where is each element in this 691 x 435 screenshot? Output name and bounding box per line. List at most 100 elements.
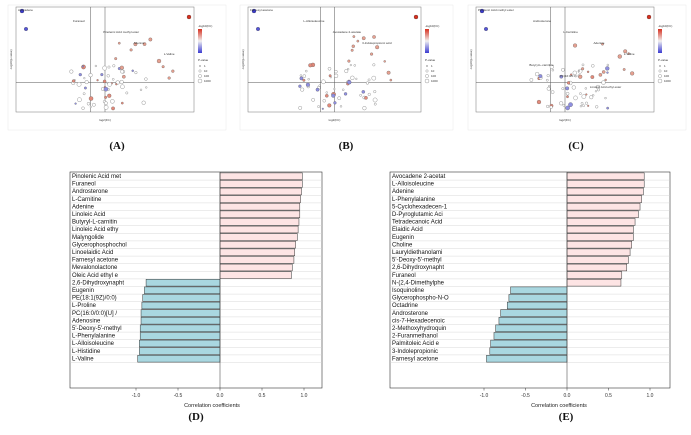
volcano-point <box>327 67 332 71</box>
volcano-point <box>321 79 326 85</box>
volcano-point <box>82 92 86 96</box>
volcano-point <box>325 91 328 94</box>
correlation-bar <box>142 294 221 302</box>
category-label: L-Alloisoleucine <box>392 182 435 188</box>
correlation-bar <box>566 225 634 234</box>
volcano-point <box>347 80 352 85</box>
volcano-frame <box>7 4 227 131</box>
volcano-point <box>352 35 356 38</box>
volcano-point <box>144 77 148 81</box>
volcano-point <box>305 82 310 87</box>
correlation-bar <box>140 317 221 325</box>
volcano-point <box>386 70 391 75</box>
size-legend-marker <box>658 74 662 78</box>
x-axis-label: log2(FC) <box>329 118 341 122</box>
y-axis-label: -log10(p-value) <box>241 49 245 69</box>
x-tick-label: -1.0 <box>132 393 141 399</box>
volcano-point <box>86 102 91 106</box>
volcano-point <box>570 73 573 76</box>
category-label: D-Pyroglutamic Aci <box>392 212 443 218</box>
correlation-bar <box>495 324 568 332</box>
volcano-point <box>581 63 585 67</box>
volcano-point <box>89 105 92 108</box>
x-tick-label: -0.5 <box>174 393 183 399</box>
color-legend-title: -log10(FC) <box>658 24 672 28</box>
correlation-bar <box>219 210 301 218</box>
volcano-point <box>559 101 564 106</box>
volcano-point-label: Adenine <box>133 41 144 45</box>
volcano-plot-a: Avocadene Furaneol Pinolenic Acid methyl e… <box>7 4 227 131</box>
volcano-point <box>598 73 603 77</box>
x-axis-label: Correlation coefficients <box>184 403 240 409</box>
volcano-point <box>565 86 570 91</box>
size-legend-title: P-value <box>658 58 669 62</box>
correlation-bar <box>219 180 303 188</box>
volcano-point-label: Farnesyl acetone <box>250 8 273 12</box>
volcano-point <box>595 105 599 109</box>
volcano-point <box>119 80 124 85</box>
correlation-bar <box>219 271 292 279</box>
volcano-point <box>582 104 585 107</box>
correlation-bar <box>219 263 293 272</box>
correlation-bar <box>219 172 303 180</box>
correlation-bar <box>219 233 298 241</box>
volcano-point <box>110 99 115 104</box>
category-label: L-Phenylalanine <box>392 197 436 203</box>
volcano-point <box>112 78 115 81</box>
x-tick-label: 0.5 <box>259 393 266 399</box>
volcano-point <box>302 78 306 82</box>
volcano-point <box>375 45 380 50</box>
category-label: Furaneol <box>392 273 416 279</box>
category-label: Palmitoleic Acid e <box>392 341 440 347</box>
y-axis-label: -log10(p-value) <box>469 49 473 69</box>
volcano-point <box>103 105 109 110</box>
volcano-point <box>353 64 356 67</box>
volcano-point <box>308 63 313 68</box>
category-label: L-Carnitine <box>72 197 102 203</box>
volcano-point-label: Avocadene 2-acetate <box>333 30 362 34</box>
category-label: Adenine <box>72 204 95 210</box>
volcano-point <box>317 105 320 108</box>
correlation-bar <box>510 286 568 294</box>
category-label: Pinolenic Acid met <box>72 174 121 180</box>
volcano-frame <box>467 4 687 131</box>
volcano-point <box>578 70 581 73</box>
volcano-point <box>131 69 134 72</box>
category-label: L-Histidine <box>72 349 101 355</box>
category-label: 2-Furanmethanol <box>392 334 438 340</box>
volcano-point <box>571 85 576 90</box>
volcano-point <box>133 42 138 47</box>
volcano-point <box>546 104 550 108</box>
volcano-point <box>565 105 570 111</box>
size-legend-label: 100 <box>204 74 209 78</box>
size-legend-marker <box>199 65 201 67</box>
volcano-point <box>299 76 304 81</box>
volcano-point <box>370 52 374 56</box>
correlation-bar <box>566 172 645 180</box>
volcano-point <box>561 87 565 90</box>
color-legend-title: -log10(FC) <box>425 24 439 28</box>
y-axis-label: -log10(p-value) <box>9 49 13 69</box>
volcano-point <box>107 65 111 69</box>
correlation-bar <box>566 279 622 287</box>
volcano-point <box>344 69 349 73</box>
correlation-bar <box>566 203 641 211</box>
volcano-point <box>311 98 315 102</box>
volcano-point <box>84 86 87 90</box>
volcano-point <box>321 107 324 110</box>
volcano-point <box>350 48 354 52</box>
correlation-bar <box>219 256 295 264</box>
correlation-bar <box>141 301 221 310</box>
volcano-plot-c: Pinolenic Acid methyl ester Androsterone L… <box>467 4 687 131</box>
x-tick-label: 1.0 <box>647 393 654 399</box>
size-legend-marker <box>658 69 662 73</box>
size-legend-marker <box>197 78 203 84</box>
volcano-point <box>383 60 386 63</box>
volcano-point <box>315 87 320 92</box>
volcano-point <box>605 66 610 71</box>
x-tick-label: 0.5 <box>605 393 612 399</box>
volcano-point <box>117 41 121 45</box>
volcano-point <box>298 84 302 88</box>
x-tick-label: -1.0 <box>480 393 489 399</box>
volcano-point <box>362 106 367 111</box>
